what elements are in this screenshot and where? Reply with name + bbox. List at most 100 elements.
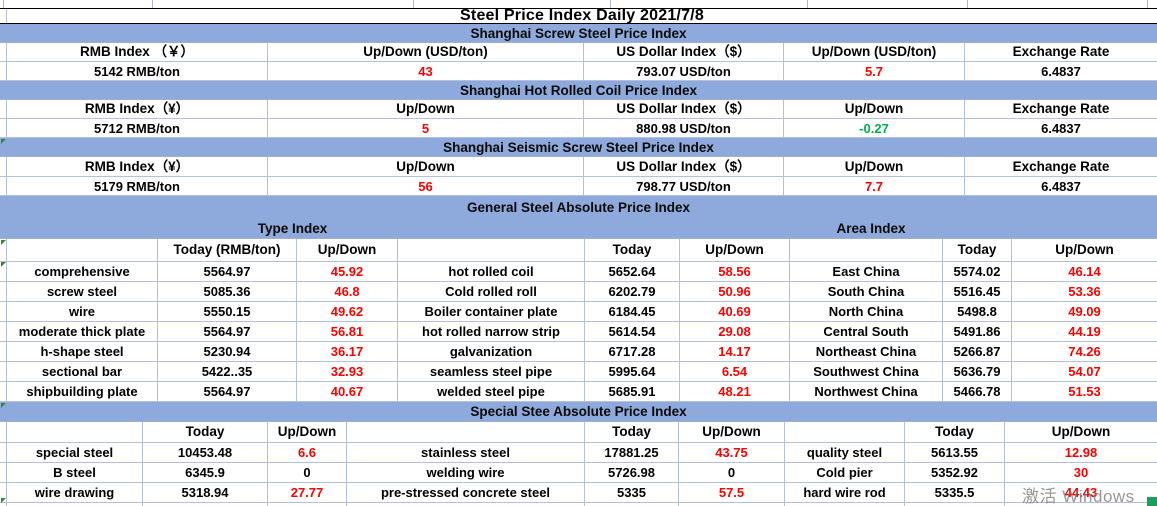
column-header-rmb-index[interactable]: RMB Index （￥） xyxy=(7,43,268,61)
updown-value[interactable]: 36.17 xyxy=(297,342,398,361)
column-header-updown[interactable]: Up/Down xyxy=(268,157,584,176)
today-value[interactable]: 5318.94 xyxy=(143,483,268,502)
spacer-cell[interactable] xyxy=(0,157,7,176)
type-label[interactable]: galvanization xyxy=(398,342,585,361)
type-label[interactable]: pre-stressed concrete steel xyxy=(347,483,585,502)
updown-value[interactable]: 46.14 xyxy=(1068,264,1101,279)
updown-value[interactable]: 5.7 xyxy=(784,62,965,80)
today-value[interactable]: 5466.78 xyxy=(943,382,1012,401)
spacer-cell[interactable] xyxy=(0,239,7,261)
today-value[interactable]: 5564.97 xyxy=(158,382,297,401)
today-value[interactable]: 5685.91 xyxy=(585,382,680,401)
today-value[interactable]: 5422..35 xyxy=(158,362,297,381)
updown-value[interactable]: 56.81 xyxy=(297,322,398,341)
today-value[interactable]: 5652.64 xyxy=(585,262,680,281)
spacer-cell[interactable] xyxy=(0,119,7,137)
column-header-usd-index[interactable]: US Dollar Index（$） xyxy=(584,100,784,118)
usd-index-value[interactable]: 798.77 USD/ton xyxy=(584,177,784,195)
today-value[interactable]: 6345.9 xyxy=(143,463,268,482)
spacer-cell[interactable] xyxy=(0,483,7,502)
today-value[interactable]: 5516.45 xyxy=(943,282,1012,301)
usd-index-value[interactable]: 793.07 USD/ton xyxy=(584,62,784,80)
updown-value[interactable]: 27.77 xyxy=(268,483,347,502)
today-value[interactable]: 10453.48 xyxy=(143,443,268,462)
area-label[interactable]: Northeast China xyxy=(790,342,943,361)
updown-value[interactable]: 30 xyxy=(1073,465,1089,480)
spacer-cell[interactable] xyxy=(0,62,7,80)
updown-value[interactable]: 54.07 xyxy=(1068,364,1101,379)
section-band-hot-rolled-coil[interactable]: Shanghai Hot Rolled Coil Price Index xyxy=(0,81,1157,100)
updown-value[interactable]: 53.36 xyxy=(1068,284,1101,299)
updown-value[interactable]: 49.09 xyxy=(1068,304,1101,319)
type-label[interactable]: Boiler container plate xyxy=(398,302,585,321)
type-label[interactable]: quality steel xyxy=(785,443,905,462)
today-value[interactable]: 6717.28 xyxy=(585,342,680,361)
updown-value[interactable]: 40.67 xyxy=(297,382,398,401)
column-header-updown[interactable]: Up/Down (USD/ton) xyxy=(784,43,965,61)
updown-value[interactable]: 32.93 xyxy=(297,362,398,381)
type-label[interactable]: stainless steel xyxy=(347,443,585,462)
updown-value[interactable]: 51.53 xyxy=(1068,384,1101,399)
column-header-updown[interactable]: Up/Down xyxy=(1055,242,1114,258)
updown-value[interactable]: 29.08 xyxy=(680,322,790,341)
spacer-cell[interactable] xyxy=(0,342,7,361)
updown-value[interactable]: 44.19 xyxy=(1068,324,1101,339)
spacer-cell[interactable] xyxy=(0,362,7,381)
column-header-today[interactable]: Today (RMB/ton) xyxy=(158,239,297,261)
column-header-exchange-rate[interactable]: Exchange Rate xyxy=(1012,44,1110,60)
type-label[interactable]: special steel xyxy=(7,443,143,462)
rmb-index-value[interactable]: 5179 RMB/ton xyxy=(7,177,268,195)
type-label[interactable]: Cold pier xyxy=(785,463,905,482)
updown-value[interactable]: 50.96 xyxy=(680,282,790,301)
today-value[interactable]: 5266.87 xyxy=(943,342,1012,361)
type-label[interactable]: hot rolled coil xyxy=(398,262,585,281)
exchange-rate-value[interactable]: 6.4837 xyxy=(1041,63,1081,79)
updown-value[interactable]: 57.5 xyxy=(679,483,785,502)
area-label[interactable]: Southwest China xyxy=(790,362,943,381)
updown-value[interactable]: 49.62 xyxy=(297,302,398,321)
section-band-shanghai-screw-steel[interactable]: Shanghai Screw Steel Price Index xyxy=(0,24,1157,43)
updown-value[interactable]: 6.6 xyxy=(268,443,347,462)
updown-value[interactable]: 0 xyxy=(679,463,785,482)
type-label[interactable]: seamless steel pipe xyxy=(398,362,585,381)
area-label[interactable]: North China xyxy=(790,302,943,321)
today-value[interactable]: 5995.64 xyxy=(585,362,680,381)
today-value[interactable]: 5636.79 xyxy=(943,362,1012,381)
column-header-exchange-rate[interactable]: Exchange Rate xyxy=(1012,101,1110,117)
spacer-cell[interactable] xyxy=(0,262,7,281)
type-label[interactable]: wire drawing xyxy=(7,483,143,502)
spacer-cell[interactable] xyxy=(0,302,7,321)
today-value[interactable]: 6184.45 xyxy=(585,302,680,321)
rmb-index-value[interactable]: 5142 RMB/ton xyxy=(7,62,268,80)
today-value[interactable]: 17881.25 xyxy=(585,443,679,462)
column-header-updown[interactable]: Up/Down xyxy=(784,100,965,118)
column-header-today[interactable]: Today xyxy=(143,422,268,442)
type-label[interactable]: screw steel xyxy=(7,282,158,301)
type-label[interactable]: hard wire rod xyxy=(785,483,905,502)
type-label[interactable]: welding wire xyxy=(347,463,585,482)
column-header-updown[interactable]: Up/Down xyxy=(268,422,347,442)
updown-value[interactable]: 48.21 xyxy=(680,382,790,401)
empty-cell[interactable] xyxy=(347,422,585,442)
spacer-cell[interactable] xyxy=(0,100,7,118)
updown-value[interactable]: 43 xyxy=(268,62,584,80)
column-header-updown[interactable]: Up/Down xyxy=(1051,424,1111,440)
today-value[interactable]: 5352.92 xyxy=(905,463,1005,482)
empty-cell[interactable] xyxy=(785,422,905,442)
type-label[interactable]: h-shape steel xyxy=(7,342,158,361)
today-value[interactable]: 5491.86 xyxy=(943,322,1012,341)
updown-value[interactable]: 74.26 xyxy=(1068,344,1101,359)
rmb-index-value[interactable]: 5712 RMB/ton xyxy=(7,119,268,137)
today-value[interactable]: 5613.55 xyxy=(905,443,1005,462)
today-value[interactable]: 5564.97 xyxy=(158,262,297,281)
today-value[interactable]: 5550.15 xyxy=(158,302,297,321)
updown-value[interactable]: 7.7 xyxy=(784,177,965,195)
column-header-rmb-index[interactable]: RMB Index（¥） xyxy=(7,157,268,176)
column-header-today[interactable]: Today xyxy=(585,239,680,261)
spacer-cell[interactable] xyxy=(0,443,7,462)
today-value[interactable]: 5574.02 xyxy=(943,262,1012,281)
empty-cell[interactable] xyxy=(7,422,143,442)
column-header-usd-index[interactable]: US Dollar Index（$） xyxy=(584,43,784,61)
group-header-area-index[interactable]: Area Index xyxy=(836,220,906,236)
spacer-cell[interactable] xyxy=(0,422,7,442)
